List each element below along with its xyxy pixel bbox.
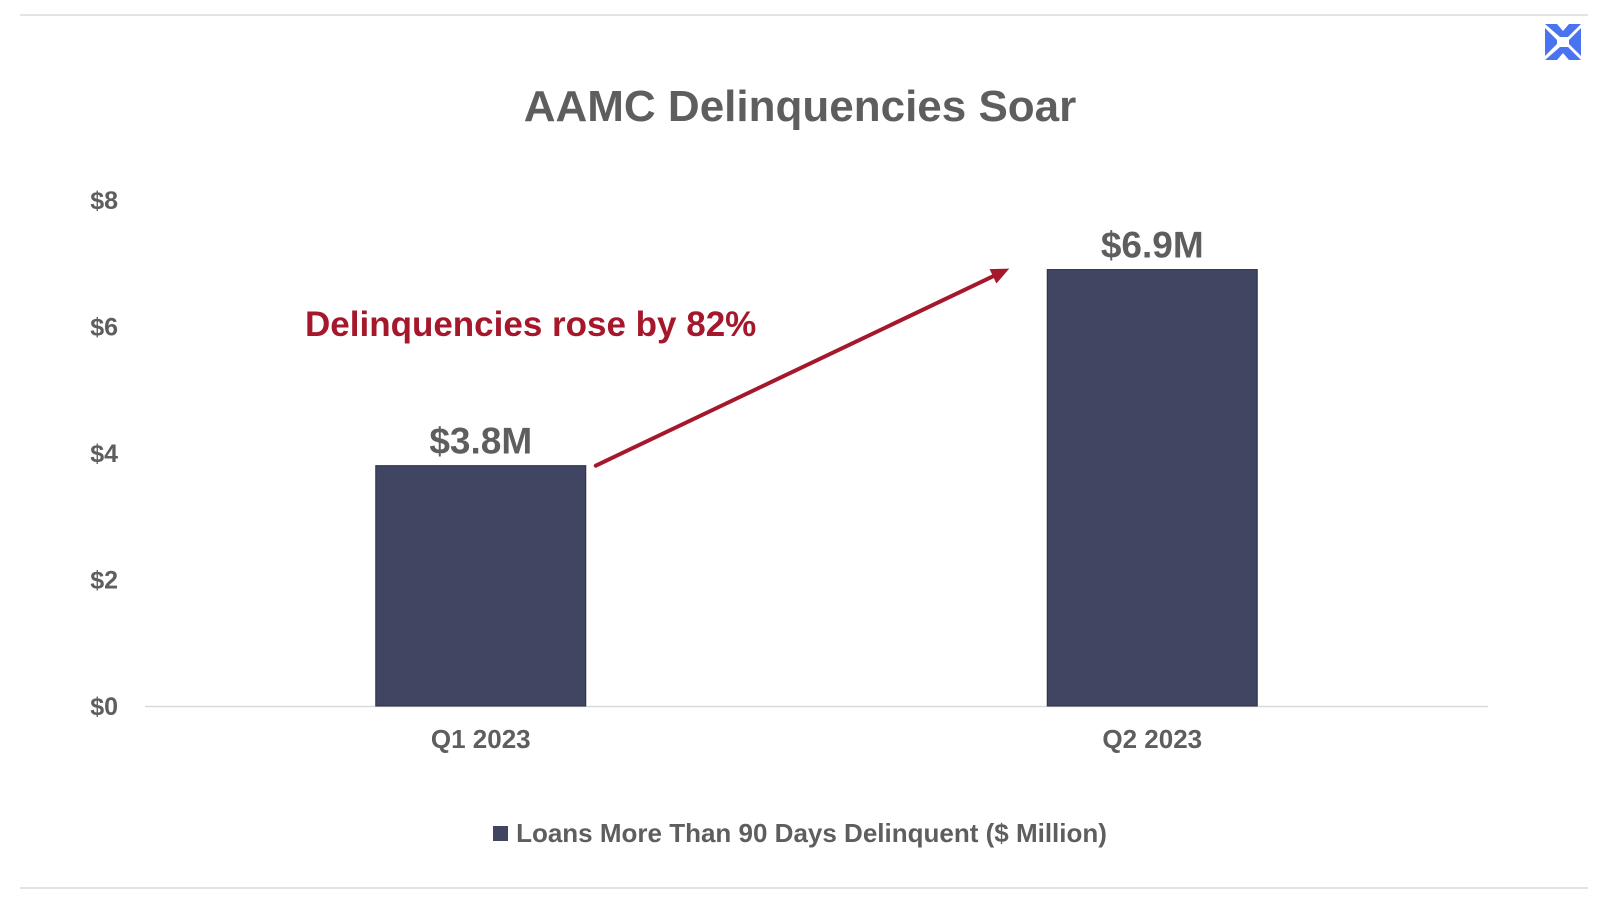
top-divider bbox=[20, 14, 1588, 16]
bar bbox=[1046, 269, 1258, 707]
data-label: $3.8M bbox=[429, 421, 532, 462]
y-tick-label: $0 bbox=[90, 693, 118, 721]
x-tick-label: Q1 2023 bbox=[431, 724, 531, 754]
data-label: $6.9M bbox=[1101, 225, 1204, 266]
chart-title: AAMC Delinquencies Soar bbox=[523, 82, 1077, 131]
legend-swatch bbox=[493, 826, 509, 841]
y-tick-label: $6 bbox=[90, 314, 118, 342]
y-tick-label: $2 bbox=[90, 567, 118, 595]
y-tick-label: $8 bbox=[90, 187, 118, 215]
annotation-text: Delinquencies rose by 82% bbox=[305, 305, 756, 344]
x-logo-icon bbox=[1545, 24, 1581, 60]
y-tick-label: $4 bbox=[90, 440, 118, 468]
x-tick-label: Q2 2023 bbox=[1102, 724, 1202, 754]
annotation-arrowhead bbox=[989, 268, 1010, 284]
legend: Loans More Than 90 Days Delinquent ($ Mi… bbox=[0, 818, 1600, 849]
legend-label: Loans More Than 90 Days Delinquent ($ Mi… bbox=[516, 818, 1107, 848]
annotation-arrow bbox=[593, 274, 996, 468]
bottom-divider bbox=[20, 887, 1588, 889]
bar bbox=[375, 465, 587, 707]
